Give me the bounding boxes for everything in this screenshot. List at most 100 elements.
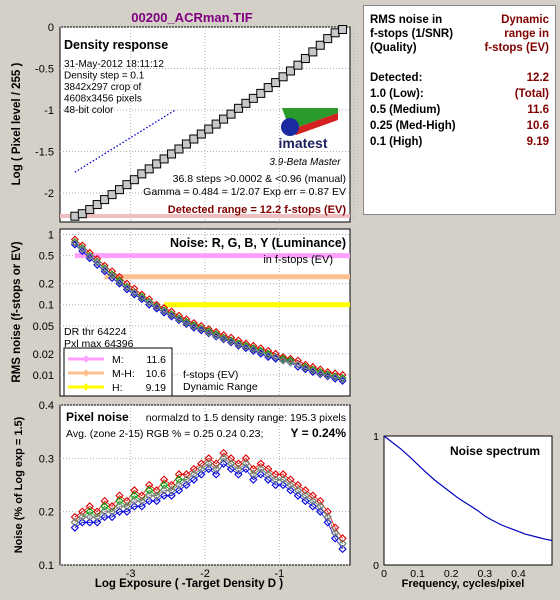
density-point — [211, 119, 221, 129]
density-point — [85, 205, 95, 215]
pixel-noise-point-y — [159, 486, 169, 495]
noise-fstops-point-y — [331, 373, 340, 382]
pixel-noise-point-b — [241, 464, 251, 474]
noise-fstops-point-y — [212, 331, 221, 340]
density-point — [256, 88, 266, 98]
noise-fstops-point-r — [174, 311, 183, 320]
noise-fstops-point-g — [219, 333, 228, 342]
summary-header-left-2: f-stops (1/SNR) — [370, 28, 454, 40]
noise-fstops-point-b — [174, 316, 183, 325]
pixel-noise-plot: -3 -2 -1 0.1 0.2 0.3 0.4 Pixel noise normalzd … — [13, 400, 351, 590]
pixel-noise-point-r — [167, 480, 176, 490]
noise-fstops-point-r — [152, 300, 161, 309]
y-tick-label: 0 — [373, 560, 379, 572]
density-heading: Density response — [64, 38, 168, 52]
y-tick-label: 0.2 — [39, 279, 54, 291]
x-tick-label: 0.2 — [444, 568, 459, 580]
pixel-noise-point-b — [204, 464, 213, 474]
pixel-noise-point-b — [122, 507, 132, 516]
noise-fstops-point-g — [182, 317, 191, 326]
summary-header: RMS noise in f-stops (1/SNR) (Quality) D… — [370, 13, 549, 57]
pixel-noise-point-r — [211, 459, 221, 468]
pixel-noise-point-b — [338, 544, 347, 554]
pixel-noise-point-r — [152, 486, 161, 495]
legend-marker — [82, 355, 90, 363]
density-response-plot: imatest 0 -0.5 -1 -1.5 -2 Density response 3… — [11, 22, 355, 223]
density-point — [152, 159, 162, 169]
density-info-line: 4608x3456 pixels — [64, 94, 142, 105]
density-point — [204, 124, 214, 134]
density-point — [241, 98, 251, 108]
pixel-noise-point-b — [78, 518, 87, 527]
pixel-noise-point-b — [264, 475, 273, 484]
summary-value: 10.6 — [526, 120, 549, 132]
pixel-noise-point-r — [264, 464, 273, 474]
pixel-noise-point-y — [338, 539, 347, 548]
pixel-noise-point-b — [249, 475, 258, 484]
pixel-noise-point-y — [278, 475, 288, 484]
pixel-noise-xlabel: Log Exposure ( -Target Density D ) — [95, 578, 283, 590]
density-info-line: 31-May-2012 18:11:12 — [64, 59, 164, 70]
noise-fstops-heading: Noise: R, G, B, Y (Luminance) — [170, 236, 346, 250]
density-point — [286, 66, 296, 76]
y-tick-label: 0.05 — [33, 321, 54, 333]
y-tick-label: -2 — [44, 188, 54, 200]
pixel-noise-point-b — [197, 470, 206, 479]
x-tick-label: 0.4 — [511, 568, 526, 580]
pixel-noise-point-y — [115, 502, 124, 511]
y-tick-label: -0.5 — [35, 63, 54, 75]
density-point — [77, 209, 87, 219]
y-tick-label: 0.1 — [39, 560, 54, 572]
summary-row-detected: Detected: 12.2 — [370, 72, 549, 86]
y-tick-label: 0.5 — [39, 251, 54, 263]
density-ylabel: Log ( Pixel level / 255 ) — [11, 62, 23, 185]
pixel-noise-point-y — [204, 459, 213, 468]
noise-fstops-point-y — [189, 322, 198, 331]
noise-spectrum-heading: Noise spectrum — [450, 444, 540, 458]
pixel-noise-point-r — [219, 448, 228, 458]
pixel-noise-point-b — [130, 502, 139, 511]
noise-spectrum-xlabel: Frequency, cycles/pixel — [402, 578, 525, 590]
pixel-noise-point-r — [308, 491, 317, 500]
pixel-noise-point-b — [271, 480, 280, 490]
pixel-noise-point-b — [316, 507, 325, 516]
noise-fstops-point-g — [212, 330, 221, 339]
noise-fstops-point-y — [264, 351, 273, 360]
noise-fstops-point-g — [323, 370, 332, 379]
summary-header-right-2: range in — [504, 28, 549, 40]
pixel-noise-point-b — [152, 496, 161, 506]
y-tick-label: 0.01 — [33, 370, 54, 382]
pixel-noise-point-y — [197, 464, 206, 474]
noise-fstops-point-y — [122, 283, 131, 292]
pixel-noise-point-y — [167, 486, 176, 495]
pixel-noise-point-r — [122, 496, 132, 506]
noise-fstops-line-b — [74, 244, 343, 382]
noise-fstops-point-y — [108, 271, 117, 280]
noise-fstops-point-y — [182, 318, 191, 327]
noise-fstops-point-y — [197, 325, 206, 334]
noise-fstops-point-r — [182, 315, 191, 324]
pixel-noise-point-y — [100, 507, 109, 516]
summary-label: Detected: — [370, 72, 423, 84]
pixel-noise-point-r — [338, 534, 347, 543]
pixel-noise-point-y — [293, 486, 303, 495]
noise-fstops-point-b — [227, 338, 236, 347]
pixel-noise-point-y — [182, 475, 191, 484]
noise-fstops-point-r — [286, 354, 295, 363]
pixel-noise-point-r — [189, 464, 199, 474]
x-tick-label: -3 — [126, 568, 136, 580]
pixel-noise-point-g — [130, 491, 139, 500]
noise-fstops-point-y — [279, 356, 288, 365]
legend-label: H: — [112, 382, 123, 394]
noise-fstops-point-b — [212, 332, 221, 341]
pixel-noise-point-g — [100, 502, 109, 511]
density-info-line: 48-bit color — [64, 105, 114, 116]
summary-label: 1.0 (Low): — [370, 88, 424, 100]
legend-label: M-H: — [112, 368, 135, 380]
noise-fstops-point-r — [212, 327, 221, 336]
noise-fstops-point-g — [331, 372, 340, 381]
pixel-noise-point-b — [93, 518, 102, 527]
noise-fstops-point-g — [286, 356, 295, 365]
density-point — [263, 83, 273, 93]
pixel-noise-point-y — [189, 470, 199, 479]
